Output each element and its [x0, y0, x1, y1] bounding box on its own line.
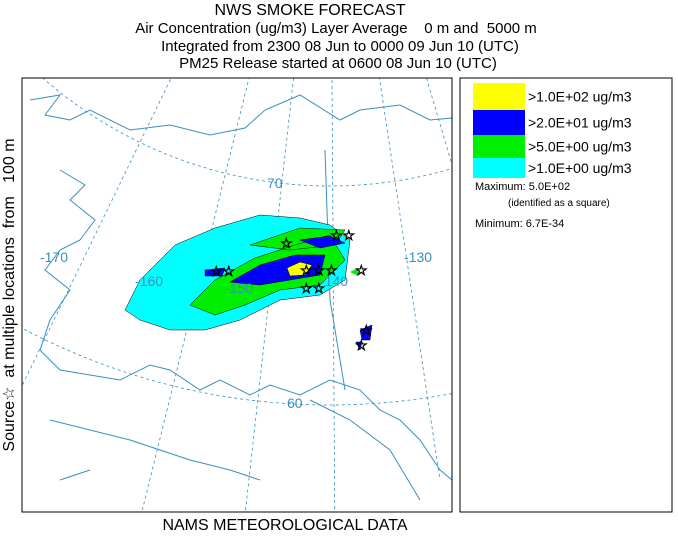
svg-text:☆: ☆: [355, 337, 368, 353]
svg-text:☆☆: ☆☆: [330, 227, 355, 243]
legend: >1.0E+02 ug/m3 >2.0E+01 ug/m3 >5.0E+00 ug/…: [473, 83, 632, 178]
svg-text:☆☆☆: ☆☆☆: [300, 262, 338, 278]
lon-label: -150: [225, 280, 253, 296]
legend-label: >5.0E+00 ug/m3: [528, 139, 632, 155]
map-frame: [21, 77, 453, 513]
legend-label: >1.0E+02 ug/m3: [528, 89, 632, 105]
header: NWS SMOKE FORECAST Air Concentration (ug…: [135, 2, 537, 72]
svg-text:☆: ☆: [355, 262, 368, 278]
subtitle: PM25 Release started at 0600 08 Jun 10 (…: [179, 55, 497, 72]
lon-label: -140: [320, 273, 348, 289]
svg-text:☆☆: ☆☆: [300, 280, 325, 296]
legend-swatch: [473, 110, 525, 135]
subtitle: Air Concentration (ug/m3) Layer Average …: [135, 20, 537, 37]
lat-label: 70: [267, 175, 283, 191]
legend-swatch: [473, 158, 525, 178]
maximum: Maximum: 5.0E+02: [475, 181, 570, 193]
title: NWS SMOKE FORECAST: [214, 2, 405, 19]
lat-label: 60: [287, 395, 303, 411]
svg-text:☆: ☆: [360, 322, 373, 338]
legend-label: >1.0E+00 ug/m3: [528, 160, 632, 176]
sources: ☆☆ ☆☆☆☆☆☆☆☆☆☆☆: [210, 227, 373, 354]
legend-label: >2.0E+01 ug/m3: [528, 115, 632, 131]
side-label: Source☆ at multiple locations from 100 m: [1, 138, 18, 451]
svg-text:☆: ☆: [280, 235, 293, 251]
lon-label: -170: [40, 249, 68, 265]
maximum-note: (identified as a square): [508, 198, 610, 209]
svg-text:☆☆: ☆☆: [210, 263, 235, 279]
footer: NAMS METEOROLOGICAL DATA: [162, 517, 407, 532]
legend-swatch: [473, 135, 525, 158]
lon-label: -130: [404, 249, 432, 265]
lon-label: -160: [135, 273, 163, 289]
subtitle: Integrated from 2300 08 Jun to 0000 09 J…: [161, 38, 519, 55]
legend-frame: [459, 77, 673, 513]
legend-swatch: [473, 83, 525, 110]
minimum: Minimum: 6.7E-34: [475, 218, 564, 230]
map-labels: -170 -160 -150 -140 -130 70 60: [40, 175, 432, 411]
